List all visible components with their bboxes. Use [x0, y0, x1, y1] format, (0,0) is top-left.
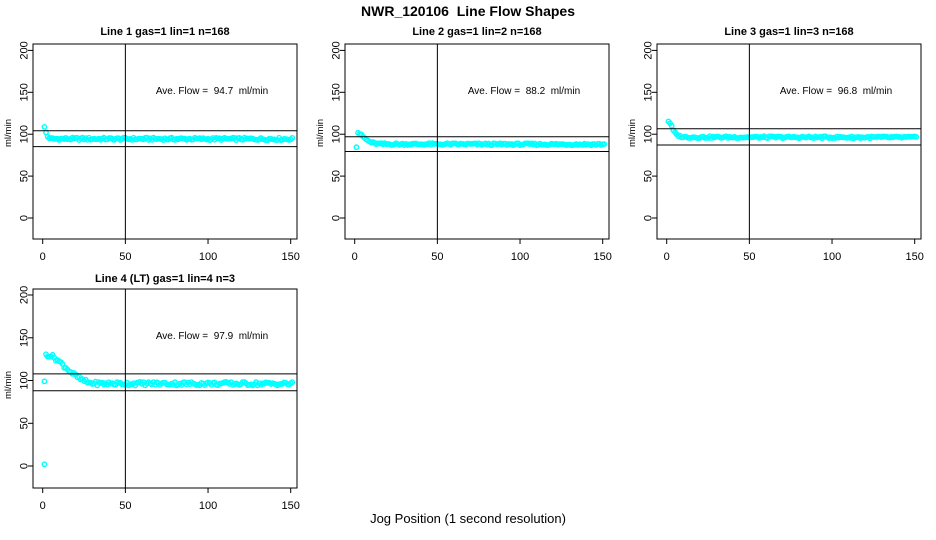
- y-tick-label: 50: [643, 170, 655, 182]
- y-tick-label: 150: [331, 83, 343, 101]
- x-tick-label: 0: [40, 500, 46, 512]
- panel-box: [344, 43, 610, 240]
- y-tick-label: 150: [643, 83, 655, 101]
- x-tick-label: 0: [40, 251, 46, 263]
- x-tick-label: 50: [119, 251, 131, 263]
- y-tick-label: 200: [19, 286, 31, 304]
- x-tick-label: 0: [664, 251, 670, 263]
- outlier-data-point: [41, 378, 48, 385]
- x-tick-label: 50: [119, 500, 131, 512]
- y-tick-label: 50: [19, 417, 31, 429]
- outlier-data-point: [353, 144, 360, 151]
- y-tick-label: 50: [331, 170, 343, 182]
- panel-2-title: Line 2 gas=1 lin=2 n=168: [412, 26, 542, 38]
- x-tick-label: 0: [352, 251, 358, 263]
- y-axis-title: ml/min: [315, 119, 326, 147]
- x-tick-label: 100: [199, 251, 217, 263]
- y-tick-label: 0: [331, 215, 343, 221]
- y-tick-label: 0: [19, 215, 31, 221]
- data-point: [913, 133, 920, 140]
- y-tick-label: 50: [19, 170, 31, 182]
- data-point: [289, 379, 296, 386]
- ave-flow-annotation: Ave. Flow = 97.9 ml/min: [155, 331, 269, 342]
- x-tick-label: 50: [431, 251, 443, 263]
- y-tick-label: 200: [331, 41, 343, 59]
- y-tick-label: 0: [19, 463, 31, 469]
- panel-3-title: Line 3 gas=1 lin=3 n=168: [724, 26, 854, 38]
- outlier-data-point: [41, 461, 48, 468]
- data-point: [41, 124, 48, 130]
- y-tick-label: 200: [19, 41, 31, 59]
- figure-title: NWR_120106 Line Flow Shapes: [361, 3, 575, 19]
- y-tick-label: 100: [331, 125, 343, 143]
- y-tick-label: 100: [19, 125, 31, 143]
- x-tick-label: 50: [743, 251, 755, 263]
- panel-box: [32, 43, 298, 240]
- x-tick-label: 100: [823, 251, 841, 263]
- y-tick-label: 100: [19, 371, 31, 389]
- y-tick-label: 200: [643, 41, 655, 59]
- y-axis-title: ml/min: [3, 119, 14, 147]
- data-point: [601, 141, 608, 148]
- panel-1-title: Line 1 gas=1 lin=1 n=168: [100, 26, 230, 38]
- x-tick-label: 150: [906, 251, 924, 263]
- panel-4-title: Line 4 (LT) gas=1 lin=4 n=3: [94, 273, 236, 285]
- data-point: [289, 134, 296, 141]
- ave-flow-annotation: Ave. Flow = 94.7 ml/min: [155, 86, 269, 97]
- x-tick-label: 100: [511, 251, 529, 263]
- y-tick-label: 0: [643, 215, 655, 221]
- x-axis-title: Jog Position (1 second resolution): [370, 511, 566, 526]
- y-tick-label: 100: [643, 125, 655, 143]
- x-tick-label: 150: [282, 251, 300, 263]
- ave-flow-annotation: Ave. Flow = 96.8 ml/min: [779, 86, 893, 97]
- y-tick-label: 150: [19, 329, 31, 347]
- y-axis-title: ml/min: [627, 119, 638, 147]
- x-tick-label: 100: [199, 500, 217, 512]
- panel-box: [656, 43, 922, 240]
- x-tick-label: 150: [282, 500, 300, 512]
- ave-flow-annotation: Ave. Flow = 88.2 ml/min: [467, 86, 581, 97]
- y-axis-title: ml/min: [3, 371, 14, 399]
- y-tick-label: 150: [19, 83, 31, 101]
- x-tick-label: 150: [594, 251, 612, 263]
- panel-box: [32, 288, 298, 489]
